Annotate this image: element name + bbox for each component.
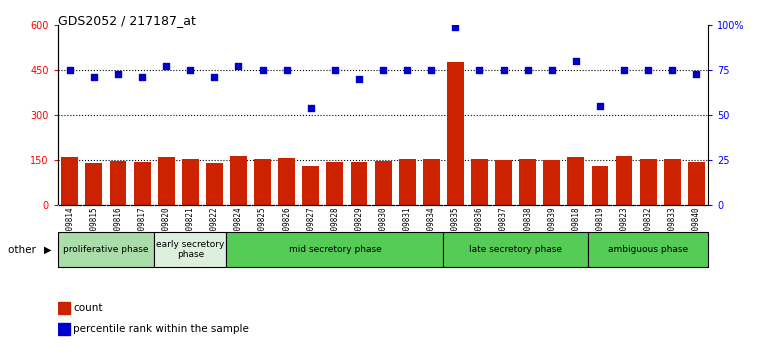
Point [690, 71, 702, 76]
Text: GDS2052 / 217187_at: GDS2052 / 217187_at [58, 14, 196, 27]
Bar [62, 157, 79, 205]
Point [642, 67, 654, 73]
Text: late secretory phase: late secretory phase [469, 245, 562, 254]
Bar [664, 159, 681, 205]
Bar [591, 166, 608, 205]
Bar [544, 160, 561, 205]
Point [160, 63, 172, 69]
Text: mid secretory phase: mid secretory phase [289, 245, 381, 254]
Bar [640, 159, 657, 205]
Point [594, 103, 606, 109]
Point [474, 67, 486, 73]
Point [256, 67, 269, 73]
Text: count: count [73, 303, 102, 313]
Point [666, 67, 678, 73]
Bar [350, 162, 367, 205]
Point [618, 67, 630, 73]
Bar [109, 161, 126, 205]
Bar [326, 162, 343, 205]
Text: percentile rank within the sample: percentile rank within the sample [73, 324, 249, 334]
Point [353, 76, 365, 82]
Point [497, 67, 510, 73]
Point [305, 105, 317, 111]
Bar [254, 159, 271, 205]
Point [401, 67, 413, 73]
Point [570, 58, 582, 64]
Point [329, 67, 341, 73]
Bar [471, 159, 488, 205]
Point [425, 67, 437, 73]
Bar [58, 323, 70, 335]
Bar [230, 156, 247, 205]
Text: early secretory
phase: early secretory phase [156, 240, 225, 259]
Bar [226, 232, 444, 267]
Bar [444, 232, 588, 267]
Point [112, 71, 124, 76]
Bar [688, 162, 705, 205]
Bar [519, 159, 536, 205]
Point [233, 63, 245, 69]
Text: ▶: ▶ [44, 245, 52, 255]
Bar [154, 232, 226, 267]
Bar [399, 159, 416, 205]
Point [449, 24, 461, 29]
Bar [495, 160, 512, 205]
Bar [447, 62, 464, 205]
Text: other: other [8, 245, 38, 255]
Text: proliferative phase: proliferative phase [63, 245, 149, 254]
Bar [616, 156, 632, 205]
Point [377, 67, 389, 73]
Bar [58, 302, 70, 314]
Point [521, 67, 534, 73]
Point [184, 67, 196, 73]
Bar [423, 159, 440, 205]
Bar [158, 156, 175, 205]
Bar [303, 166, 320, 205]
Bar [58, 232, 154, 267]
Point [208, 74, 220, 80]
Text: ambiguous phase: ambiguous phase [608, 245, 688, 254]
Bar [206, 162, 223, 205]
Point [64, 67, 76, 73]
Bar [85, 163, 102, 205]
Bar [182, 159, 199, 205]
Point [88, 74, 100, 80]
Bar [375, 161, 391, 205]
Point [280, 67, 293, 73]
Point [136, 74, 149, 80]
Bar [588, 232, 708, 267]
Bar [278, 158, 295, 205]
Bar [134, 162, 150, 205]
Bar [567, 156, 584, 205]
Point [546, 67, 558, 73]
